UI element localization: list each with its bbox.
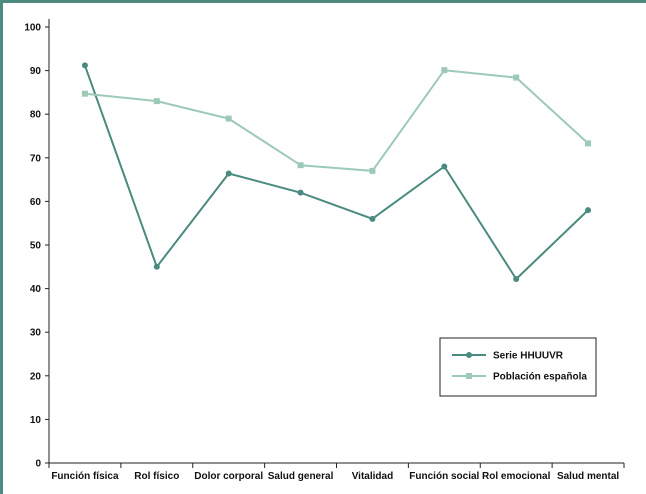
- x-tick-label: Salud mental: [557, 471, 619, 482]
- data-point: [153, 263, 160, 270]
- x-tick-label: Dolor corporal: [194, 471, 263, 482]
- y-tick-label: 20: [30, 371, 42, 382]
- x-tick-label: Salud general: [268, 471, 334, 482]
- data-point: [369, 215, 376, 222]
- y-tick-label: 10: [30, 415, 42, 426]
- y-tick-label: 60: [30, 197, 42, 208]
- x-tick-label: Función física: [51, 471, 119, 482]
- series-line-1: [84, 69, 589, 172]
- x-tick-label: Función social: [409, 471, 479, 482]
- axes: 0 10 20 30 40 50 60 70 80 90 100 Función física Rol …: [24, 19, 625, 482]
- data-point: [297, 189, 304, 196]
- data-point: [585, 207, 592, 214]
- series-line-0: [83, 65, 589, 280]
- y-tick-label: 40: [30, 284, 42, 295]
- data-point: [585, 140, 592, 147]
- data-point: [441, 163, 448, 170]
- y-tick-label: 90: [30, 66, 42, 77]
- legend-label: Población española: [493, 372, 587, 383]
- legend-box: [439, 337, 597, 397]
- series-layer: [81, 62, 592, 283]
- data-point: [81, 62, 88, 69]
- y-tick-label: 80: [30, 110, 42, 121]
- legend: Serie HHUUVR Población española: [439, 337, 597, 397]
- y-tick-label: 70: [30, 153, 42, 164]
- legend-marker: [466, 373, 472, 379]
- data-point: [513, 276, 520, 283]
- data-point: [225, 115, 232, 122]
- data-point: [441, 67, 448, 74]
- data-point: [369, 167, 376, 174]
- data-point: [513, 74, 520, 81]
- x-tick-label: Rol emocional: [482, 471, 551, 482]
- x-tick-label: Rol físico: [134, 471, 179, 482]
- data-point: [225, 170, 232, 177]
- y-tick-label: 30: [30, 328, 42, 339]
- y-tick-label: 50: [30, 241, 42, 252]
- y-tick-label: 100: [24, 23, 41, 34]
- legend-marker: [466, 352, 472, 358]
- x-tick-label: Vitalidad: [352, 471, 394, 482]
- legend-label: Serie HHUUVR: [493, 351, 564, 362]
- data-point: [153, 98, 160, 105]
- data-point: [81, 90, 88, 97]
- data-point: [297, 162, 304, 169]
- y-tick-label: 0: [35, 459, 41, 470]
